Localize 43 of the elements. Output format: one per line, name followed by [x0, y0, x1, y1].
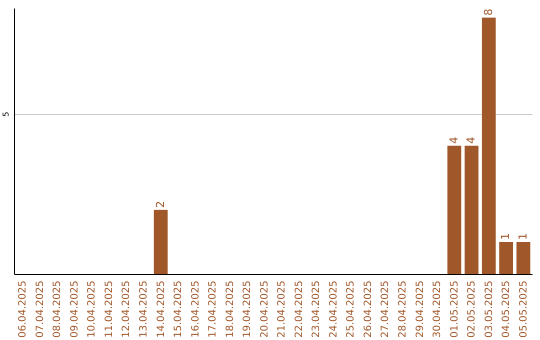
y-tick-label: 5	[2, 112, 10, 117]
data-label: 2	[154, 200, 167, 208]
x-tick-label: 08.04.2025	[52, 280, 64, 338]
data-label: 1	[499, 232, 512, 240]
x-tick-label: 07.04.2025	[34, 280, 46, 338]
x-tick-label: 27.04.2025	[380, 280, 392, 338]
x-tick-label: 23.04.2025	[311, 280, 322, 338]
x-tick-label: 26.04.2025	[362, 280, 374, 338]
data-label: 1	[516, 232, 530, 240]
bar	[482, 18, 496, 274]
x-tick-label: 22.04.2025	[294, 280, 305, 338]
x-tick-label: 02.05.2025	[466, 280, 478, 338]
x-tick-label: 30.04.2025	[432, 280, 444, 338]
x-tick-label: 28.04.2025	[398, 280, 408, 338]
x-tick-label: 09.04.2025	[69, 280, 80, 338]
x-tick-label: 05.05.2025	[518, 280, 530, 338]
x-tick-label: 21.04.2025	[276, 280, 288, 338]
x-tick-label: 01.05.2025	[449, 280, 460, 338]
x-tick-label: 03.05.2025	[484, 280, 495, 338]
x-tick-label: 25.04.2025	[346, 280, 357, 338]
bar	[447, 146, 462, 274]
data-label: 4	[447, 136, 460, 144]
x-tick-label: 15.04.2025	[173, 280, 184, 338]
bar	[516, 242, 530, 274]
x-tick-label: 11.04.2025	[104, 280, 115, 338]
x-tick-label: 19.04.2025	[242, 280, 254, 338]
x-tick-label: 12.04.2025	[121, 280, 132, 338]
x-tick-label: 18.04.2025	[224, 280, 236, 338]
x-tick-label: 04.05.2025	[501, 280, 512, 338]
x-tick-label: 29.04.2025	[414, 280, 426, 338]
x-tick-label: 06.04.2025	[18, 280, 29, 338]
x-tick-label: 20.04.2025	[259, 280, 270, 338]
x-tick-label: 17.04.2025	[208, 280, 219, 338]
bar	[464, 146, 478, 274]
data-label: 4	[464, 136, 478, 144]
x-tick-label: 24.04.2025	[328, 280, 340, 338]
x-tick-label: 10.04.2025	[86, 280, 98, 338]
x-tick-label: 14.04.2025	[156, 280, 167, 338]
bar	[154, 210, 168, 274]
x-tick-label: 13.04.2025	[138, 280, 150, 338]
x-tick-label: 16.04.2025	[190, 280, 202, 338]
data-label: 8	[482, 8, 495, 16]
bar	[499, 242, 514, 274]
